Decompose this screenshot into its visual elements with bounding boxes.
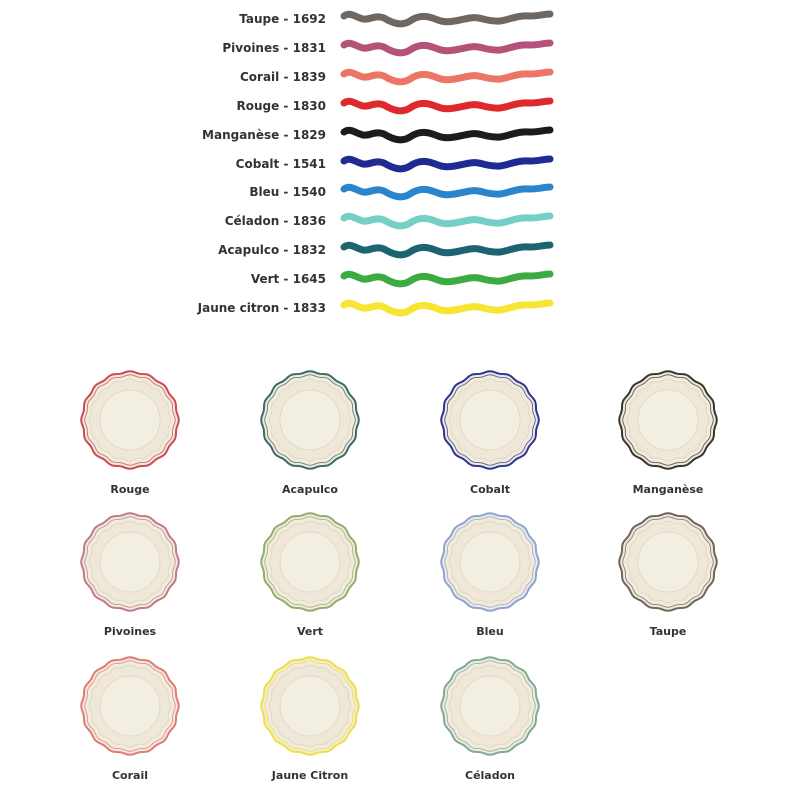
plate-label: Rouge	[110, 483, 150, 496]
color-label: Manganèse - 1829	[202, 127, 326, 142]
plate-image	[260, 370, 360, 470]
swatch-stroke	[340, 68, 554, 86]
plate-label: Jaune Citron	[271, 769, 349, 782]
swatch-stroke	[340, 183, 554, 201]
plate-label: Céladon	[465, 769, 515, 782]
color-label: Cobalt - 1541	[235, 156, 326, 171]
plate-label: Pivoines	[103, 625, 157, 638]
color-row: Bleu - 1540	[0, 183, 800, 203]
plate-image	[80, 512, 180, 612]
swatch-stroke	[340, 212, 554, 230]
plate-item: Acapulco	[240, 370, 380, 510]
color-swatch	[340, 97, 554, 115]
color-row: Céladon - 1836	[0, 212, 800, 232]
color-label: Pivoines - 1831	[222, 40, 326, 55]
color-label: Taupe - 1692	[239, 12, 326, 26]
swatch-stroke	[340, 10, 554, 28]
plate-item: Vert	[240, 512, 380, 652]
color-row: Vert - 1645	[0, 270, 800, 290]
plate-image	[80, 370, 180, 470]
color-swatch	[340, 39, 554, 57]
plate-item: Manganèse	[598, 370, 738, 510]
plate-item: Cobalt	[420, 370, 560, 510]
color-label: Corail - 1839	[239, 69, 326, 84]
color-swatch	[340, 212, 554, 230]
color-label: Bleu - 1540	[249, 185, 326, 200]
color-swatch	[340, 241, 554, 259]
color-swatch	[340, 299, 554, 317]
swatch-stroke	[340, 241, 554, 259]
color-label: Vert - 1645	[250, 272, 326, 287]
plate-image	[440, 656, 540, 756]
color-swatch	[340, 270, 554, 288]
swatch-stroke	[340, 155, 554, 172]
plate-item: Jaune Citron	[240, 656, 380, 796]
plate-image	[260, 656, 360, 756]
plate-label: Bleu	[476, 625, 504, 638]
swatch-stroke	[340, 270, 554, 288]
plate-label: Manganèse	[632, 483, 704, 496]
color-label: Acapulco - 1832	[218, 243, 326, 258]
swatch-stroke	[340, 126, 554, 143]
color-row: Jaune citron - 1833	[0, 299, 800, 319]
swatch-stroke	[340, 39, 554, 57]
color-row: Acapulco - 1832	[0, 241, 800, 261]
color-label: Jaune citron - 1833	[197, 301, 326, 315]
plate-label: Acapulco	[281, 483, 338, 496]
plate-image	[618, 370, 718, 470]
plate-item: Taupe	[598, 512, 738, 652]
plate-item: Rouge	[60, 370, 200, 510]
swatch-stroke	[340, 97, 554, 115]
plate-label: Taupe	[649, 625, 687, 638]
color-swatch	[340, 183, 554, 201]
plate-image	[260, 512, 360, 612]
color-row: Manganèse - 1829	[0, 126, 800, 146]
color-row: Cobalt - 1541	[0, 155, 800, 175]
plate-item: Bleu	[420, 512, 560, 652]
plate-item: Céladon	[420, 656, 560, 796]
color-swatch	[340, 155, 554, 172]
plate-item: Pivoines	[60, 512, 200, 652]
color-swatch	[340, 68, 554, 86]
plate-label: Cobalt	[470, 483, 510, 496]
color-row: Taupe - 1692	[0, 10, 800, 30]
color-label: Céladon - 1836	[224, 214, 326, 229]
color-row: Corail - 1839	[0, 68, 800, 88]
plate-image	[440, 370, 540, 470]
color-label: Rouge - 1830	[236, 98, 327, 113]
plate-image	[80, 656, 180, 756]
plate-image	[618, 512, 718, 612]
color-swatch	[340, 10, 554, 28]
swatch-stroke	[340, 299, 554, 317]
color-swatch	[340, 126, 554, 143]
color-row: Pivoines - 1831	[0, 39, 800, 59]
plate-image	[440, 512, 540, 612]
plate-label: Vert	[296, 625, 324, 638]
color-row: Rouge - 1830	[0, 97, 800, 117]
plate-item: Corail	[60, 656, 200, 796]
plate-label: Corail	[111, 769, 149, 782]
